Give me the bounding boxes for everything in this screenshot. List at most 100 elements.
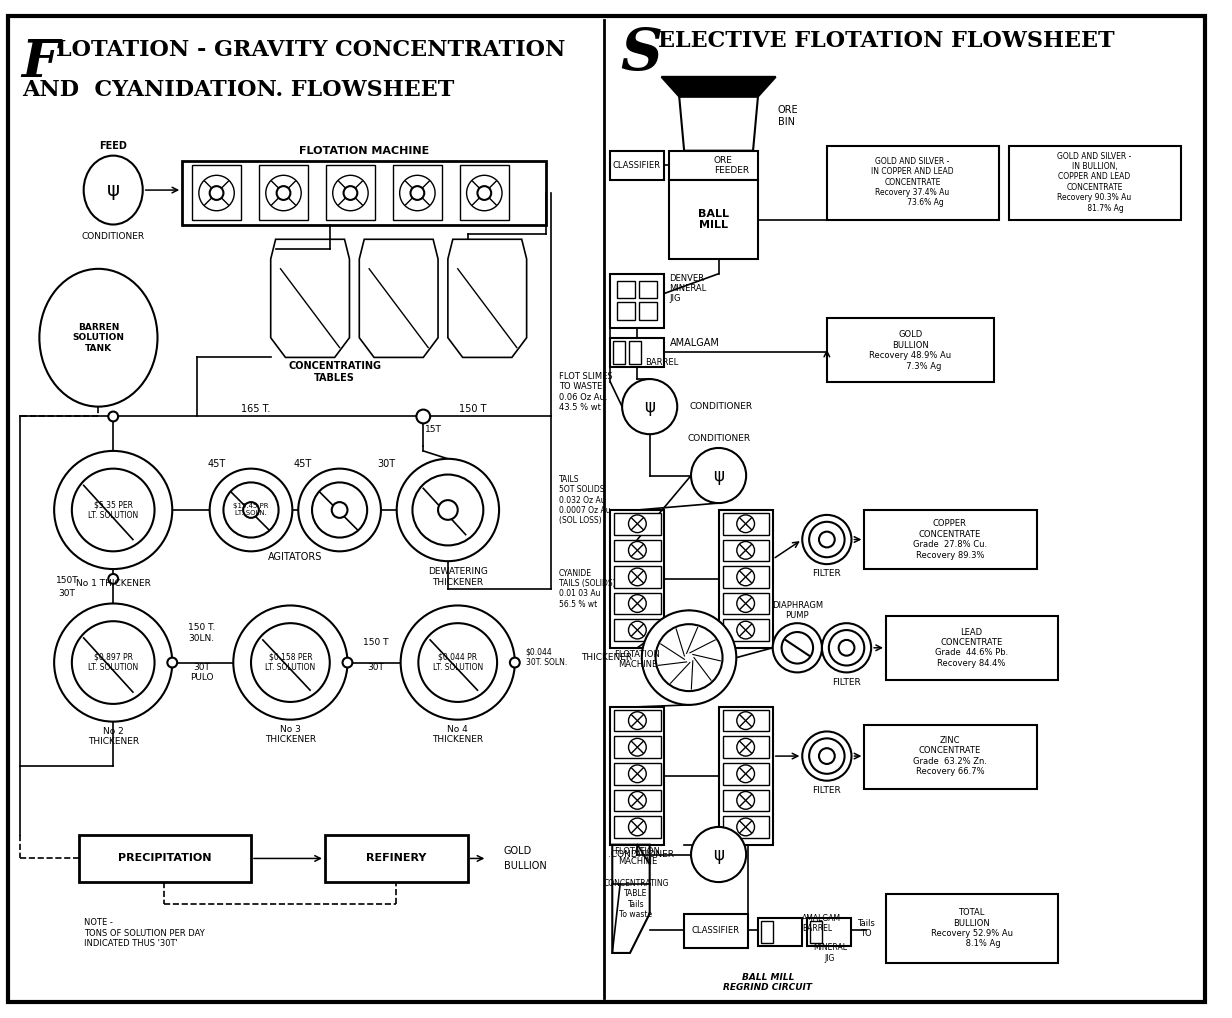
- Text: LOTATION - GRAVITY CONCENTRATION: LOTATION - GRAVITY CONCENTRATION: [57, 40, 565, 61]
- Text: AMALGAM
BARREL: AMALGAM BARREL: [802, 914, 841, 934]
- Ellipse shape: [84, 156, 143, 225]
- Text: $0.158 PER
LT. SOLUTION: $0.158 PER LT. SOLUTION: [265, 653, 315, 672]
- Text: 165 T.: 165 T.: [241, 403, 271, 413]
- Text: S: S: [620, 25, 663, 82]
- Circle shape: [71, 468, 154, 552]
- Text: 45T: 45T: [207, 459, 225, 468]
- Circle shape: [397, 459, 499, 561]
- Circle shape: [233, 606, 347, 720]
- Text: CLASSIFIER: CLASSIFIER: [612, 161, 660, 170]
- FancyBboxPatch shape: [886, 616, 1058, 680]
- Circle shape: [737, 818, 754, 836]
- Circle shape: [478, 186, 492, 200]
- Text: 30T: 30T: [58, 589, 75, 599]
- Text: CONDITIONER: CONDITIONER: [689, 402, 753, 411]
- FancyBboxPatch shape: [610, 151, 664, 180]
- Circle shape: [419, 623, 496, 702]
- Text: 30T: 30T: [378, 459, 395, 468]
- Circle shape: [54, 451, 172, 569]
- Circle shape: [737, 712, 754, 730]
- Text: CONCENTRATING
TABLES: CONCENTRATING TABLES: [288, 361, 381, 383]
- Text: ORE
BIN: ORE BIN: [777, 106, 798, 127]
- Circle shape: [628, 712, 647, 730]
- Circle shape: [277, 186, 291, 200]
- Text: FEED: FEED: [100, 140, 127, 151]
- Text: CONDITIONER: CONDITIONER: [687, 434, 750, 443]
- Circle shape: [819, 748, 835, 764]
- FancyBboxPatch shape: [610, 706, 664, 845]
- Text: 150 T: 150 T: [458, 403, 487, 413]
- Circle shape: [737, 792, 754, 809]
- FancyBboxPatch shape: [722, 592, 769, 614]
- FancyBboxPatch shape: [325, 835, 468, 882]
- FancyBboxPatch shape: [718, 510, 772, 647]
- Text: CONCENTRATING
TABLE
Tails
To waste: CONCENTRATING TABLE Tails To waste: [604, 879, 669, 919]
- Circle shape: [691, 448, 747, 503]
- Text: 45T: 45T: [294, 459, 312, 468]
- FancyBboxPatch shape: [718, 706, 772, 845]
- Circle shape: [71, 621, 154, 703]
- FancyBboxPatch shape: [615, 566, 660, 587]
- Circle shape: [416, 409, 430, 423]
- Circle shape: [467, 175, 501, 211]
- FancyBboxPatch shape: [615, 619, 660, 641]
- Circle shape: [829, 630, 865, 666]
- Text: GOLD: GOLD: [504, 846, 532, 855]
- Text: F: F: [22, 38, 59, 89]
- Circle shape: [655, 624, 722, 691]
- Circle shape: [781, 632, 813, 664]
- FancyBboxPatch shape: [722, 619, 769, 641]
- Circle shape: [198, 175, 234, 211]
- Circle shape: [802, 732, 851, 781]
- Circle shape: [628, 792, 647, 809]
- FancyBboxPatch shape: [630, 341, 641, 364]
- FancyBboxPatch shape: [617, 302, 634, 320]
- FancyBboxPatch shape: [758, 918, 802, 946]
- FancyBboxPatch shape: [610, 510, 664, 647]
- Circle shape: [209, 468, 292, 552]
- Text: 150T: 150T: [55, 576, 79, 585]
- Text: LEAD
CONCENTRATE
Grade  44.6% Pb.
Recovery 84.4%: LEAD CONCENTRATE Grade 44.6% Pb. Recover…: [935, 628, 1008, 668]
- Text: ELECTIVE FLOTATION FLOWSHEET: ELECTIVE FLOTATION FLOWSHEET: [658, 30, 1114, 52]
- Text: FLOT SLIMES
TO WASTE
0.06 Oz Au.
43.5 % wt: FLOT SLIMES TO WASTE 0.06 Oz Au. 43.5 % …: [559, 372, 612, 412]
- Circle shape: [809, 522, 845, 557]
- Text: ψ: ψ: [713, 466, 724, 485]
- Circle shape: [809, 738, 845, 774]
- Text: Tails
TO: Tails TO: [857, 918, 875, 938]
- Circle shape: [628, 568, 647, 585]
- FancyBboxPatch shape: [807, 918, 851, 946]
- Circle shape: [737, 621, 754, 639]
- Text: FLOTATION
MACHINE: FLOTATION MACHINE: [615, 847, 660, 866]
- FancyBboxPatch shape: [639, 302, 657, 320]
- Circle shape: [413, 474, 483, 546]
- FancyBboxPatch shape: [192, 166, 241, 220]
- Text: CONDITIONER: CONDITIONER: [81, 232, 145, 241]
- Polygon shape: [662, 77, 776, 97]
- Ellipse shape: [39, 269, 158, 406]
- Text: NOTE -
TONS OF SOLUTION PER DAY
INDICATED THUS '30T': NOTE - TONS OF SOLUTION PER DAY INDICATE…: [84, 918, 205, 948]
- Circle shape: [344, 186, 357, 200]
- Circle shape: [243, 502, 259, 518]
- Circle shape: [331, 502, 347, 518]
- Circle shape: [628, 738, 647, 756]
- FancyBboxPatch shape: [722, 540, 769, 561]
- Text: FLOTATION MACHINE: FLOTATION MACHINE: [299, 146, 429, 156]
- Text: AND  CYANIDATION. FLOWSHEET: AND CYANIDATION. FLOWSHEET: [22, 78, 455, 101]
- Text: BARREN
SOLUTION
TANK: BARREN SOLUTION TANK: [73, 323, 124, 352]
- Text: BARREL: BARREL: [644, 358, 678, 366]
- FancyBboxPatch shape: [722, 710, 769, 732]
- Text: $5.35 PER
LT. SOLUTION: $5.35 PER LT. SOLUTION: [87, 500, 138, 519]
- FancyBboxPatch shape: [259, 166, 308, 220]
- Text: FLOTATION
MACHINE: FLOTATION MACHINE: [615, 649, 660, 669]
- Circle shape: [510, 658, 520, 668]
- Text: CLASSIFIER: CLASSIFIER: [691, 925, 739, 935]
- FancyBboxPatch shape: [615, 592, 660, 614]
- Text: 150 T: 150 T: [363, 638, 389, 647]
- Text: No 3
THICKENER: No 3 THICKENER: [265, 725, 315, 744]
- FancyBboxPatch shape: [610, 338, 664, 367]
- Circle shape: [168, 658, 177, 668]
- FancyBboxPatch shape: [460, 166, 509, 220]
- Text: No 2
THICKENER: No 2 THICKENER: [87, 727, 139, 746]
- Text: FILTER: FILTER: [812, 786, 841, 795]
- Text: 30T
PULO: 30T PULO: [190, 663, 213, 682]
